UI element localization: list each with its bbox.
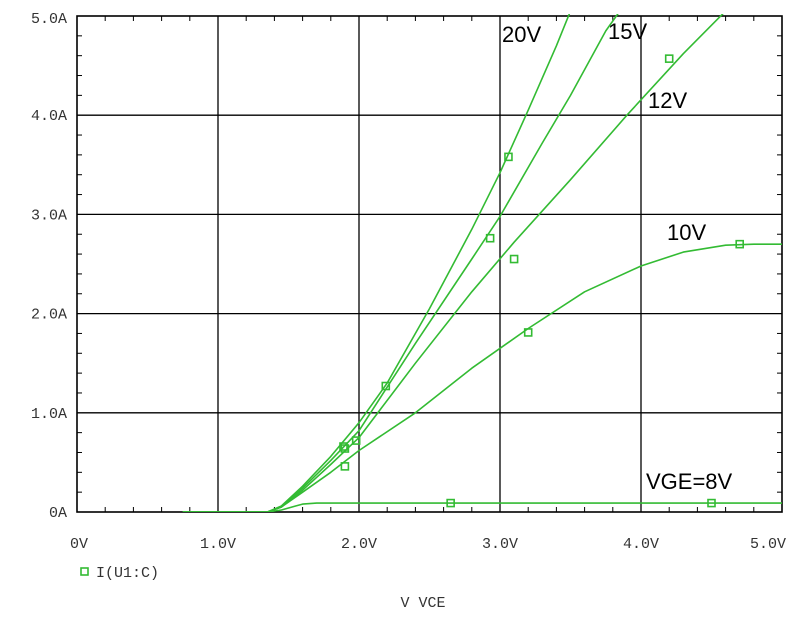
x-tick-label: 2.0V [341, 536, 377, 553]
series-line-15v [182, 14, 619, 512]
data-marker-20v [381, 381, 391, 391]
y-tick-label: 1.0A [31, 406, 67, 423]
x-tick-label: 4.0V [623, 536, 659, 553]
x-axis-title: V VCE [400, 595, 445, 612]
curve-labels: 20V 15V 12V 10V VGE=8V [502, 19, 733, 494]
data-marker-15v [351, 436, 361, 445]
x-tick-label: 5.0V [750, 536, 786, 553]
data-marker-10v [523, 328, 533, 337]
y-tick-label: 3.0A [31, 207, 67, 224]
y-tick-label: 5.0A [31, 11, 67, 28]
y-tick-label: 0A [49, 505, 67, 522]
plot-border [76, 15, 783, 513]
legend-marker-icon [80, 567, 89, 576]
legend: I(U1:C) [80, 565, 159, 582]
curve-label-10v: 10V [667, 220, 706, 245]
data-marker-12v [509, 254, 519, 264]
x-tick-label: 3.0V [482, 536, 518, 553]
curve-label-12v: 12V [648, 88, 687, 113]
curve-label-20v: 20V [502, 22, 541, 47]
series-markers [339, 54, 745, 508]
data-marker-vge-8v [707, 498, 716, 508]
data-marker-12v [340, 444, 350, 453]
data-marker-20v [504, 152, 513, 162]
y-tick-label: 4.0A [31, 108, 67, 125]
curve-label-15v: 15V [608, 19, 647, 44]
y-tick-label: 2.0A [31, 307, 67, 324]
data-marker-vge-8v [446, 498, 455, 508]
data-marker-10v [735, 239, 745, 249]
data-marker-15v [485, 233, 495, 243]
legend-label: I(U1:C) [96, 565, 159, 582]
data-marker-20v [339, 442, 348, 451]
series-line-vge-8v [182, 502, 782, 512]
curve-label-vge-8v: VGE=8V [646, 469, 733, 494]
x-tick-label: 1.0V [200, 536, 236, 553]
plot-frame [76, 15, 783, 513]
data-marker-10v [340, 462, 350, 471]
data-marker-12v [664, 54, 674, 63]
x-tick-label: 0V [70, 536, 88, 553]
series-lines [182, 14, 782, 512]
